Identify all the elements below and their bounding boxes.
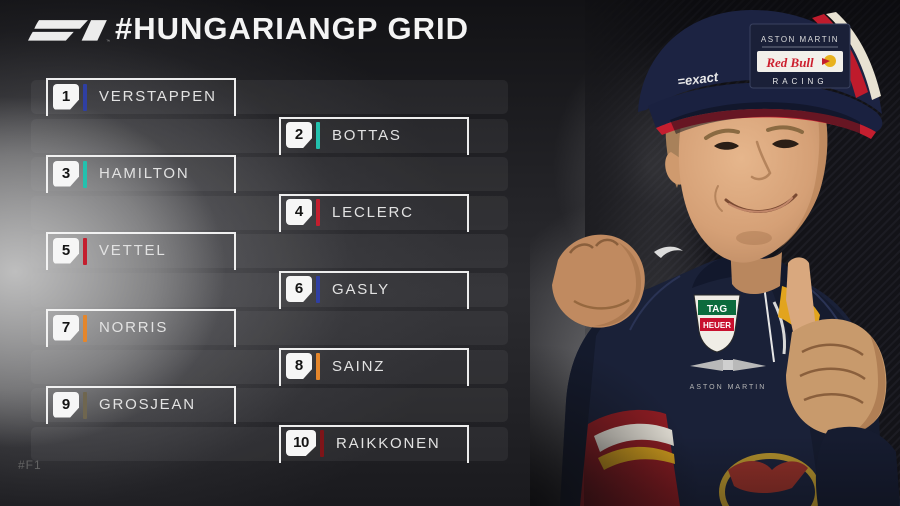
verstappen-photo: TAG HEUER ASTON MARTIN (530, 0, 900, 506)
team-color-bar (316, 276, 320, 303)
driver-name: RAIKKONEN (336, 434, 441, 452)
cap-cream-stripe (826, 12, 881, 100)
driver-name: SAINZ (332, 357, 386, 375)
thumb (786, 257, 817, 344)
team-color-bar (83, 160, 87, 188)
team-color-bar (83, 83, 87, 111)
team-color-bar (316, 122, 320, 149)
patch-racing: RACING (772, 77, 827, 86)
page-title: #HUNGARIANGP GRID (115, 11, 470, 46)
team-color-bar (316, 199, 320, 226)
red-bull-cap: ASTON MARTIN Red Bull RACING =exact (638, 10, 883, 139)
driver-name: GASLY (332, 280, 390, 298)
driver-name: BOTTAS (332, 126, 402, 144)
f1-logo-icon: ™ (28, 20, 110, 45)
cap-patch: ASTON MARTIN Red Bull RACING (749, 23, 851, 89)
team-color-bar (83, 237, 87, 265)
driver-name: GROSJEAN (99, 396, 196, 413)
team-color-bar (320, 430, 324, 457)
driver-name: LECLERC (332, 203, 414, 221)
trademark-symbol: ™ (106, 39, 110, 45)
ear (665, 152, 682, 185)
driver-name: VERSTAPPEN (99, 88, 217, 105)
team-color-bar (316, 353, 320, 380)
head (665, 93, 828, 295)
driver-name: HAMILTON (99, 165, 190, 182)
cap-red-stripe (812, 14, 868, 98)
team-color-bar (83, 314, 87, 342)
team-color-bar (83, 391, 87, 419)
patch-aston-martin: ASTON MARTIN (761, 35, 839, 44)
driver-name: VETTEL (99, 242, 167, 259)
header: ™ #HUNGARIANGP GRID (0, 0, 560, 62)
footer-hashtag: #F1 (18, 458, 42, 472)
driver-name: NORRIS (99, 319, 169, 336)
patch-red-bull: Red Bull (765, 55, 814, 70)
cap-exact-logo: =exact (677, 69, 720, 89)
